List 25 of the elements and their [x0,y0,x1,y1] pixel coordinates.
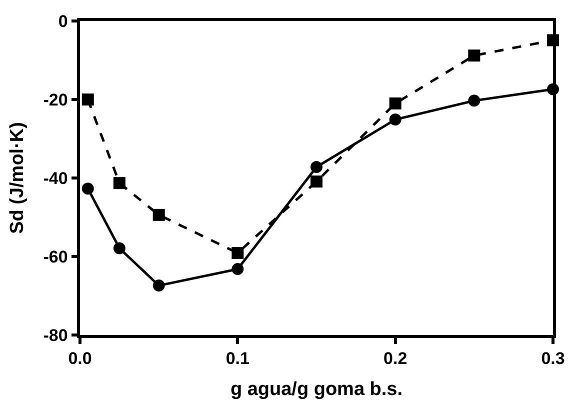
point [310,176,322,188]
y-tick-label: -20 [43,90,68,110]
point [389,97,402,110]
x-tick-label: 0.3 [541,349,565,368]
point [152,208,165,221]
point [468,94,480,107]
point [113,242,126,254]
y-axis-title: Sd (J/mol·K) [7,122,28,234]
x-axis-title: g agua/g goma b.s. [230,378,403,400]
point [310,161,322,174]
x-tick-label: 0.2 [384,349,408,368]
x-tick-label: 0.1 [226,349,250,368]
point [232,246,244,259]
y-tick-label: -60 [43,247,68,266]
y-tick-label: 0 [58,12,68,31]
point [232,263,244,276]
point [468,50,480,62]
point [82,182,94,195]
y-tick-label: -80 [43,326,68,345]
point [389,114,402,126]
x-tick-label: 0.0 [68,349,92,368]
point [152,280,165,292]
point [82,94,94,106]
point [113,177,126,190]
y-tick-label: -40 [43,168,68,188]
